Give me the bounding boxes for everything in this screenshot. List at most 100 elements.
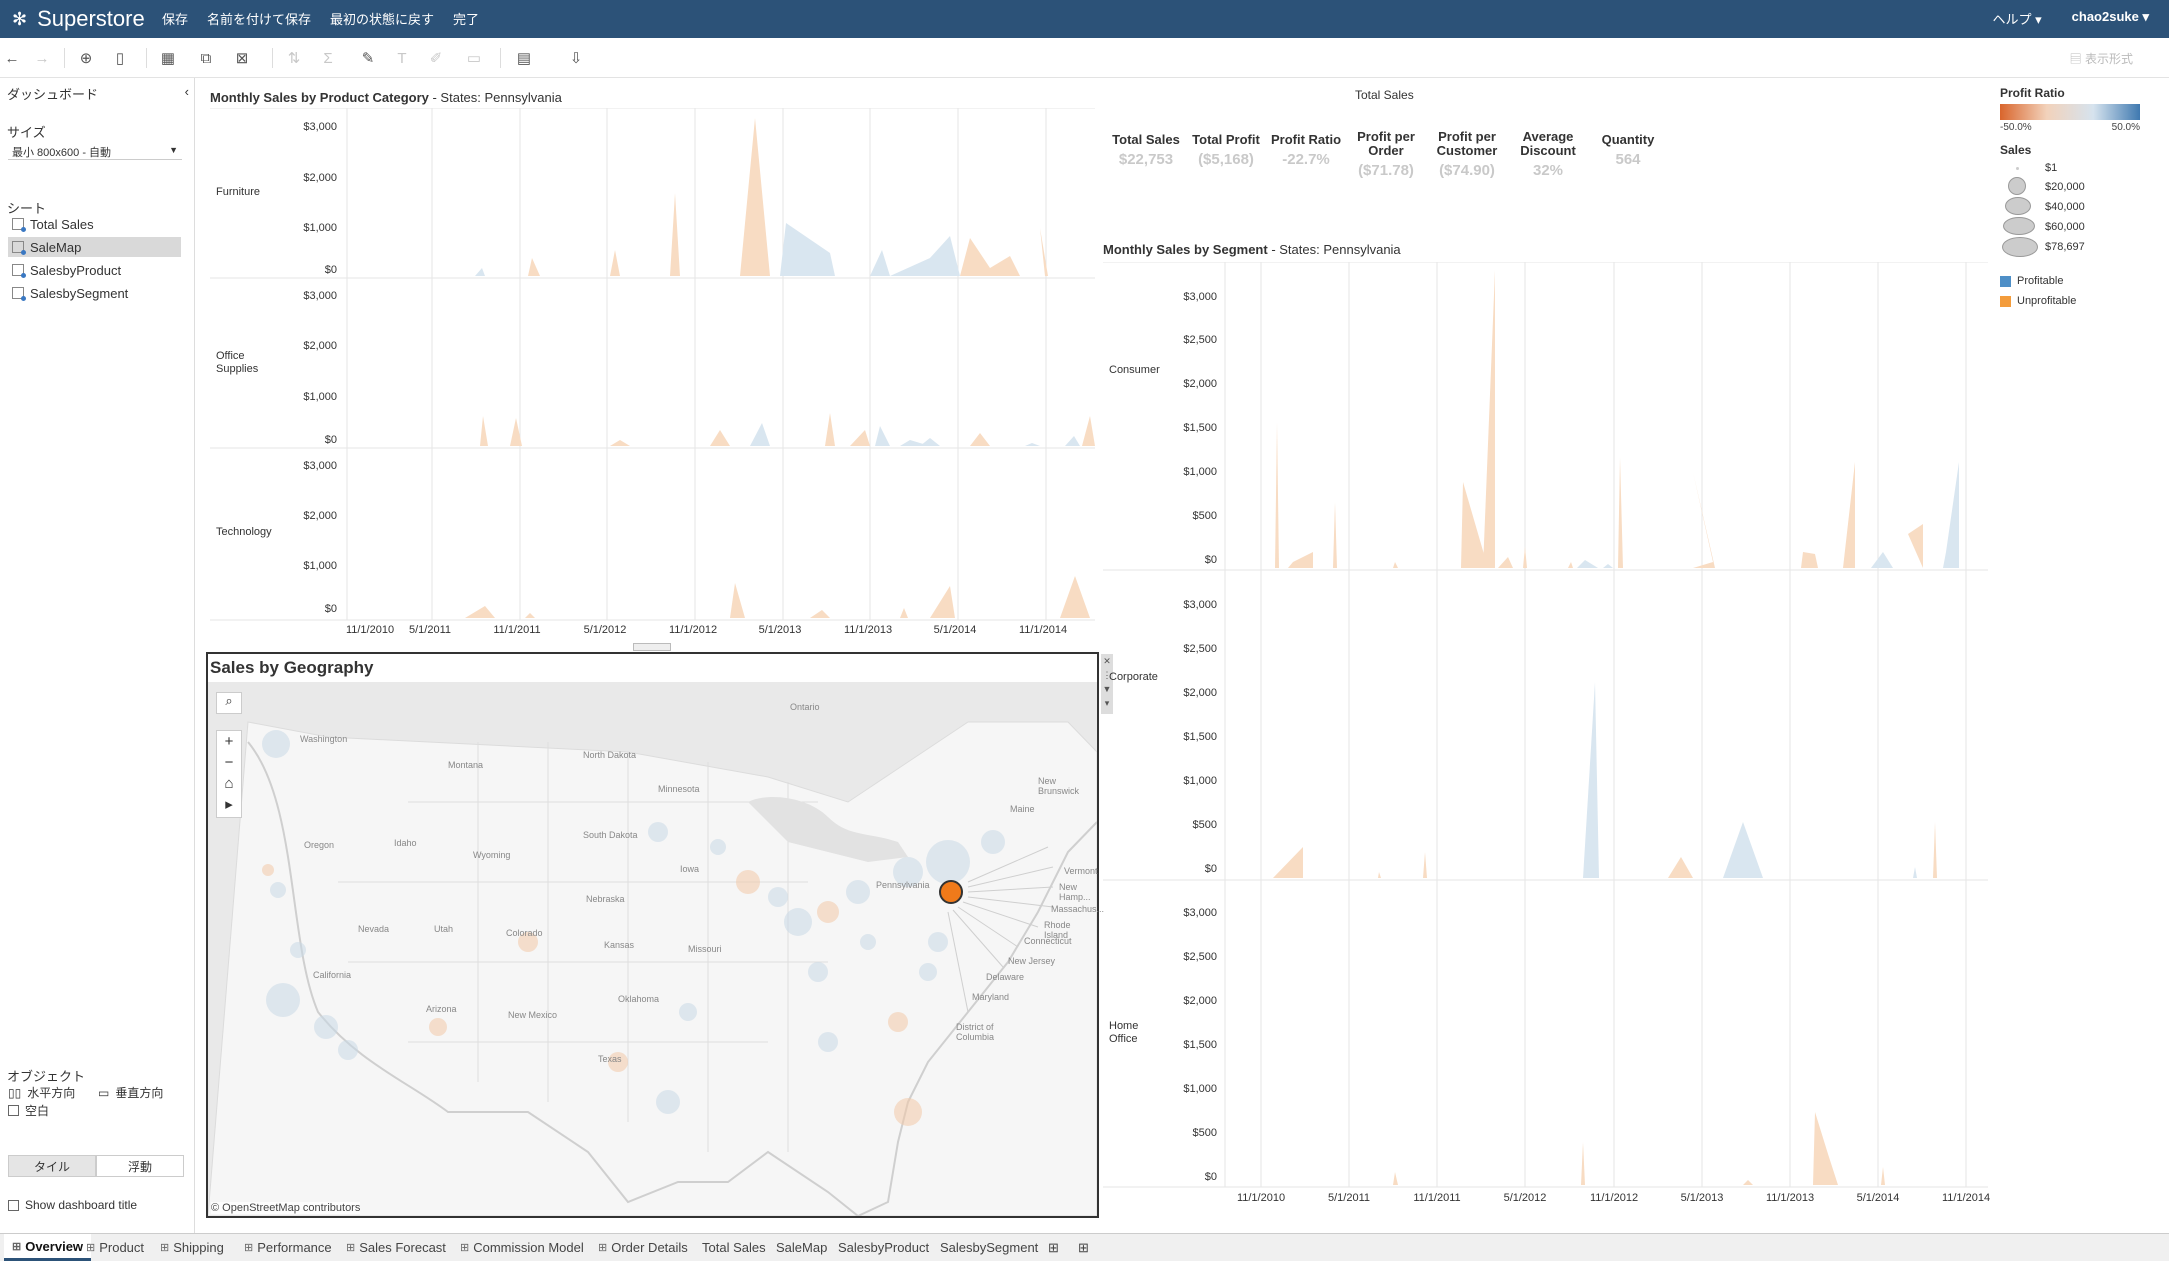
map-bubble[interactable] bbox=[928, 932, 948, 952]
totals-icon[interactable]: Σ bbox=[323, 49, 333, 67]
labels-icon[interactable]: T bbox=[397, 49, 407, 67]
map-bubble[interactable] bbox=[919, 963, 937, 981]
sheet-item-salemap[interactable]: SaleMap bbox=[8, 237, 181, 257]
duplicate-icon[interactable]: ⧉ bbox=[200, 49, 212, 67]
highlight-icon[interactable]: ✎ bbox=[361, 50, 375, 67]
map-bubble[interactable] bbox=[926, 840, 970, 884]
map-bubble[interactable] bbox=[894, 1098, 922, 1126]
swap-icon[interactable]: ⇅ bbox=[287, 50, 301, 67]
show-title-checkbox[interactable]: Show dashboard title bbox=[8, 1198, 137, 1212]
map-bubble[interactable] bbox=[736, 870, 760, 894]
tab-product[interactable]: ⊞ Product bbox=[86, 1234, 144, 1261]
new-datasource-icon[interactable]: ⊕ bbox=[79, 50, 93, 67]
map-bubble[interactable] bbox=[266, 983, 300, 1017]
map-search-icon[interactable]: ⌕ bbox=[216, 692, 242, 714]
tab-order-details[interactable]: ⊞ Order Details bbox=[598, 1234, 688, 1261]
chart-mark bbox=[1025, 443, 1040, 446]
tab-overview[interactable]: ⊞ Overview bbox=[4, 1234, 92, 1261]
map-bubble[interactable] bbox=[768, 887, 788, 907]
map-label: Nevada bbox=[358, 924, 390, 934]
y-tick: $0 bbox=[324, 434, 337, 446]
map-bubble[interactable] bbox=[818, 1032, 838, 1052]
new-story-icon[interactable]: ⊞ bbox=[1078, 1239, 1089, 1255]
sheet-item-salesbyproduct[interactable]: SalesbyProduct bbox=[8, 260, 181, 280]
map-bubble[interactable] bbox=[338, 1040, 358, 1060]
show-me-button[interactable]: ▤ 表示形式 bbox=[2069, 52, 2133, 66]
user-menu[interactable]: chao2suke ▾ bbox=[2071, 9, 2149, 24]
legend-item-profitable[interactable]: Profitable bbox=[2000, 275, 2169, 287]
x-tick: 5/1/2013 bbox=[758, 624, 802, 636]
new-dashboard-icon[interactable]: ⊞ bbox=[1048, 1239, 1059, 1255]
map-bubble[interactable] bbox=[808, 962, 828, 982]
forward-icon[interactable]: → bbox=[34, 49, 50, 67]
map-label: Vermont bbox=[1064, 866, 1098, 876]
clear-icon[interactable]: ⊠ bbox=[235, 50, 249, 67]
fit-icon[interactable]: ▭ bbox=[466, 50, 482, 67]
tab-total-sales[interactable]: Total Sales bbox=[702, 1240, 766, 1255]
object-vertical[interactable]: ▭ 垂直方向 bbox=[98, 1084, 163, 1101]
close-icon[interactable]: ✕ bbox=[1103, 656, 1111, 666]
map-bubble[interactable] bbox=[648, 822, 668, 842]
save-button[interactable]: 保存 bbox=[162, 12, 189, 27]
tab-salesbysegment[interactable]: SalesbySegment bbox=[940, 1240, 1039, 1255]
tab-salemap[interactable]: SaleMap bbox=[776, 1240, 828, 1255]
map-label: Missouri bbox=[688, 944, 722, 954]
splitter-handle[interactable] bbox=[633, 643, 671, 651]
object-horizontal[interactable]: ▯▯ 水平方向 bbox=[8, 1084, 75, 1101]
float-button[interactable]: 浮動 bbox=[96, 1155, 184, 1177]
map-label: Ontario bbox=[790, 702, 820, 712]
pan-icon[interactable]: ▸ bbox=[225, 796, 233, 813]
map-bubble[interactable] bbox=[817, 901, 839, 923]
map-bubble[interactable] bbox=[314, 1015, 338, 1039]
dashboard-icon: ⊞ bbox=[244, 1242, 254, 1254]
map-bubble[interactable] bbox=[262, 730, 290, 758]
map-canvas[interactable] bbox=[208, 682, 1097, 1216]
tab-commission-model[interactable]: ⊞ Commission Model bbox=[460, 1234, 584, 1261]
new-sheet-icon[interactable]: ▦ bbox=[160, 50, 176, 67]
collapse-icon[interactable]: ‹ bbox=[184, 84, 189, 99]
sheet-item-salesbysegment[interactable]: SalesbySegment bbox=[8, 283, 181, 303]
revert-button[interactable]: 最初の状態に戻す bbox=[330, 12, 435, 27]
drag-icon[interactable]: ⋮ bbox=[1102, 670, 1112, 680]
done-button[interactable]: 完了 bbox=[453, 12, 480, 27]
map-bubble[interactable] bbox=[429, 1018, 447, 1036]
tab-performance[interactable]: ⊞ Performance bbox=[244, 1234, 332, 1261]
map-bubble[interactable] bbox=[518, 932, 538, 952]
map-bubble[interactable] bbox=[270, 882, 286, 898]
tab-sales-forecast[interactable]: ⊞ Sales Forecast bbox=[346, 1234, 446, 1261]
pennsylvania-bubble[interactable] bbox=[939, 880, 963, 904]
map-bubble[interactable] bbox=[262, 864, 274, 876]
annotate-icon[interactable]: ✐ bbox=[429, 50, 443, 67]
tab-salesbyproduct[interactable]: SalesbyProduct bbox=[838, 1240, 930, 1255]
sheet-item-total-sales[interactable]: Total Sales bbox=[8, 214, 181, 234]
chart-mark bbox=[1743, 1180, 1753, 1185]
save-as-button[interactable]: 名前を付けて保存 bbox=[207, 12, 312, 27]
map-bubble[interactable] bbox=[710, 839, 726, 855]
home-icon[interactable]: ⌂ bbox=[224, 775, 234, 792]
show-cards-icon[interactable]: ▤ bbox=[516, 50, 532, 67]
zoom-out-icon[interactable]: − bbox=[224, 754, 234, 771]
map-bubble[interactable] bbox=[679, 1003, 697, 1021]
more-icon[interactable]: ▾ bbox=[1104, 698, 1110, 708]
filter-icon[interactable]: ▼ bbox=[1102, 684, 1112, 694]
presentation-icon[interactable]: ⇩ bbox=[569, 50, 583, 67]
object-blank[interactable]: 空白 bbox=[8, 1102, 49, 1119]
map-bubble[interactable] bbox=[981, 830, 1005, 854]
map-bubble[interactable] bbox=[846, 880, 870, 904]
zoom-in-icon[interactable]: + bbox=[224, 733, 234, 750]
map-bubble[interactable] bbox=[608, 1052, 628, 1072]
map-bubble[interactable] bbox=[656, 1090, 680, 1114]
back-icon[interactable]: ← bbox=[4, 49, 20, 67]
tab-shipping[interactable]: ⊞ Shipping bbox=[160, 1234, 224, 1261]
map-bubble[interactable] bbox=[888, 1012, 908, 1032]
map-bubble[interactable] bbox=[893, 857, 923, 887]
pause-updates-icon[interactable]: ▯ bbox=[115, 50, 125, 67]
tile-button[interactable]: タイル bbox=[8, 1155, 96, 1177]
legend-item-unprofitable[interactable]: Unprofitable bbox=[2000, 295, 2169, 307]
profit-ratio-color-ramp[interactable] bbox=[2000, 104, 2140, 120]
map-bubble[interactable] bbox=[290, 942, 306, 958]
map-bubble[interactable] bbox=[784, 908, 812, 936]
help-menu[interactable]: ヘルプ ▾ bbox=[1992, 12, 2042, 27]
size-dropdown[interactable]: 最小 800x600 - 自動 ▼ bbox=[8, 142, 182, 160]
map-bubble[interactable] bbox=[860, 934, 876, 950]
